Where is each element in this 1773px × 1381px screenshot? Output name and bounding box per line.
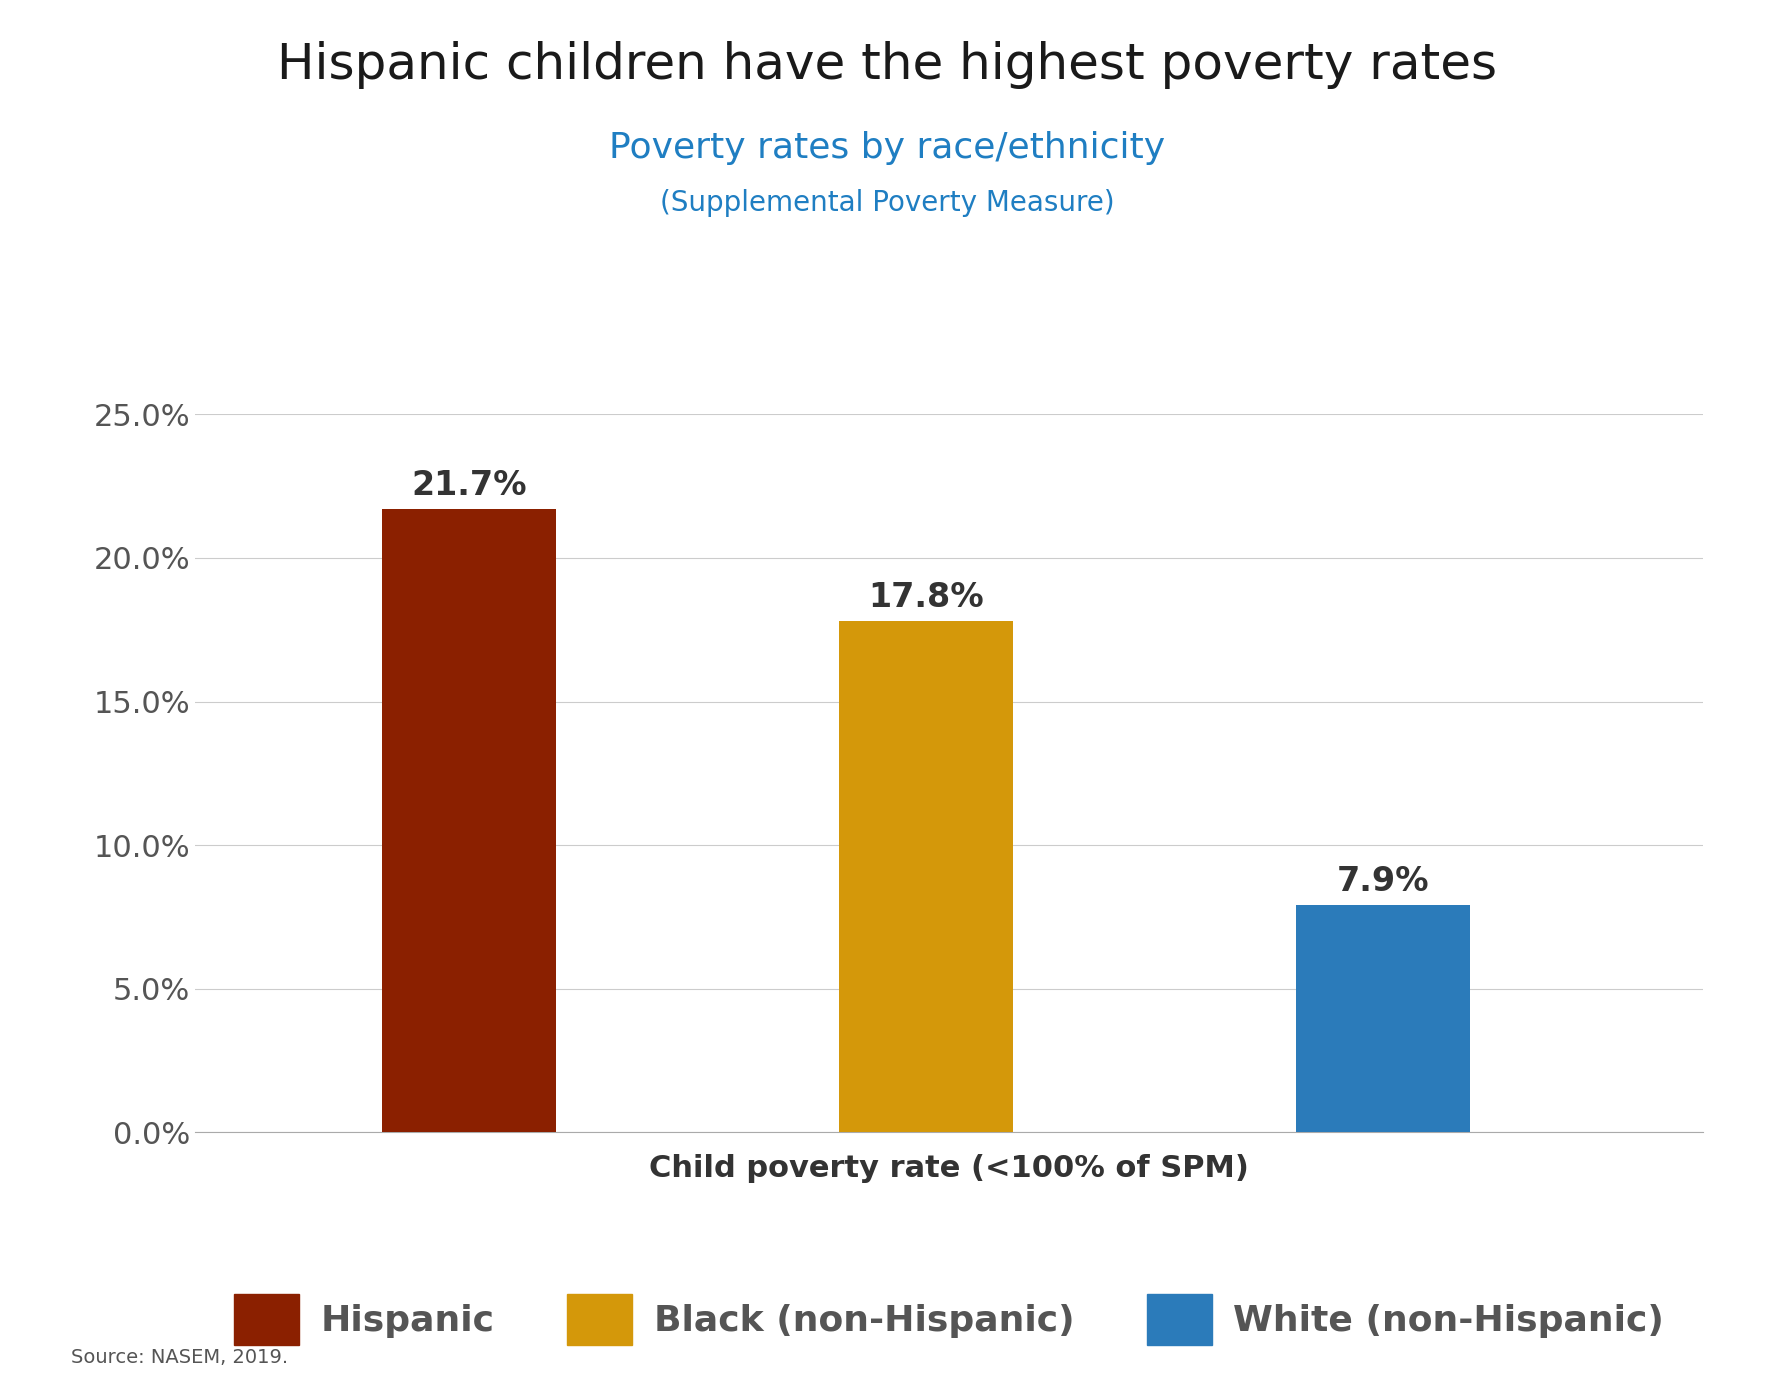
Text: 17.8%: 17.8%	[869, 581, 984, 615]
Text: Poverty rates by race/ethnicity: Poverty rates by race/ethnicity	[608, 131, 1165, 166]
Legend: Hispanic, Black (non-Hispanic), White (non-Hispanic): Hispanic, Black (non-Hispanic), White (n…	[220, 1280, 1677, 1360]
Bar	[383, 510, 555, 1132]
Text: Hispanic children have the highest poverty rates: Hispanic children have the highest pover…	[277, 41, 1496, 90]
X-axis label: Child poverty rate (<100% of SPM): Child poverty rate (<100% of SPM)	[649, 1155, 1248, 1184]
Bar	[839, 621, 1012, 1132]
Text: Source: NASEM, 2019.: Source: NASEM, 2019.	[71, 1348, 287, 1367]
Text: 7.9%: 7.9%	[1337, 866, 1429, 898]
Bar	[1296, 906, 1470, 1132]
Text: (Supplemental Poverty Measure): (Supplemental Poverty Measure)	[660, 189, 1113, 217]
Text: 21.7%: 21.7%	[411, 470, 527, 501]
